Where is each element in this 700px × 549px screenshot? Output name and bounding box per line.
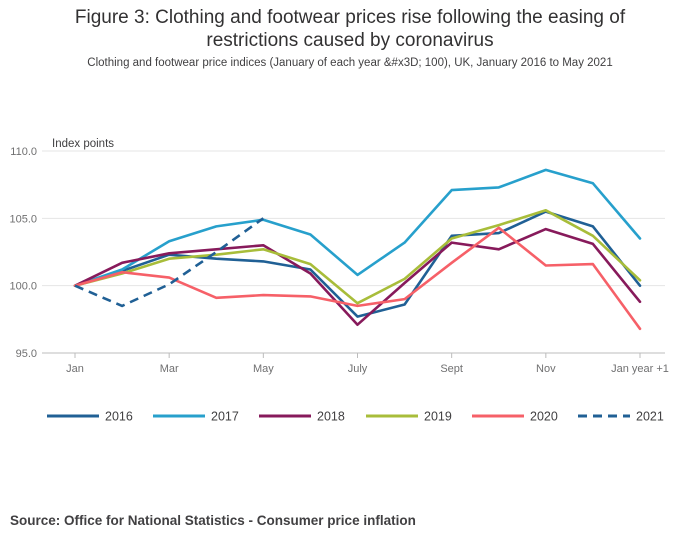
legend-label-2017: 2017 [211, 410, 239, 424]
series-line-2020 [73, 226, 642, 331]
x-tick-label: Jan [66, 363, 84, 375]
chart-title-line-1: Figure 3: Clothing and footwear prices r… [74, 7, 626, 28]
x-tick-label: July [348, 363, 368, 375]
legend-label-2021: 2021 [636, 410, 664, 424]
series-line-2018 [73, 227, 642, 327]
x-tick-label: Nov [536, 363, 556, 375]
y-axis-ticks: 110.0 105.0 100.0 95.0 [9, 146, 37, 360]
legend-label-2016: 2016 [105, 410, 133, 424]
series-line-2021 [74, 217, 265, 308]
legend: 2016 2017 2018 2019 2020 2021 [47, 410, 664, 424]
x-tick-label: Jan year +1 [611, 363, 669, 375]
chart-subtitle: Clothing and footwear price indices (Jan… [87, 57, 613, 69]
legend-label-2020: 2020 [530, 410, 558, 424]
y-axis-label: Index points [52, 138, 114, 150]
chart-title-line-2: restrictions caused by coronavirus [206, 30, 494, 51]
legend-label-2019: 2019 [424, 410, 452, 424]
y-tick-label: 110.0 [10, 146, 37, 158]
chart-title: Figure 3: Clothing and footwear prices r… [0, 6, 700, 52]
y-tick-label: 95.0 [16, 348, 37, 360]
x-tick-label: May [253, 363, 274, 375]
series-line-2017 [73, 168, 642, 288]
gridlines [42, 150, 665, 354]
x-tick-label: Sept [440, 363, 463, 375]
series-line-2019 [73, 209, 642, 305]
y-tick-label: 100.0 [9, 281, 37, 293]
series-lines [73, 168, 642, 331]
source-note: Source: Office for National Statistics -… [10, 513, 416, 528]
x-axis-ticks: Jan Mar May July Sept Nov Jan year +1 [66, 353, 669, 375]
legend-label-2018: 2018 [317, 410, 345, 424]
y-tick-label: 105.0 [9, 213, 37, 225]
x-tick-label: Mar [160, 363, 179, 375]
